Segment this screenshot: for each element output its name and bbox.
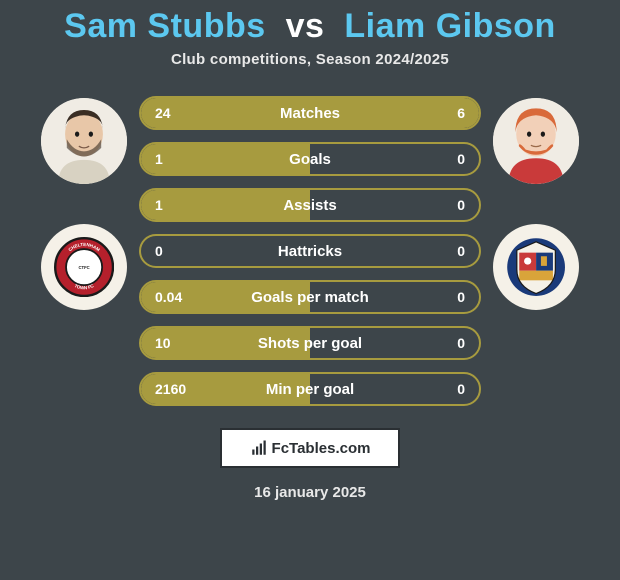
svg-text:CTFC: CTFC: [78, 265, 89, 270]
stat-row: 1 Assists 0: [139, 188, 481, 222]
player1-avatar: [41, 98, 127, 184]
stat-value-right: 0: [425, 335, 465, 351]
stat-label: Min per goal: [266, 381, 354, 398]
stat-label: Assists: [283, 197, 336, 214]
stat-label: Shots per goal: [258, 335, 362, 352]
stat-label: Goals per match: [251, 289, 369, 306]
stat-content: 0 Hattricks 0: [141, 236, 479, 266]
subtitle: Club competitions, Season 2024/2025: [171, 51, 449, 68]
right-side: [481, 88, 591, 310]
stat-content: 10 Shots per goal 0: [141, 328, 479, 358]
stat-value-left: 1: [155, 197, 195, 213]
stat-content: 1 Assists 0: [141, 190, 479, 220]
player2-name: Liam Gibson: [344, 7, 555, 45]
stat-row: 1 Goals 0: [139, 142, 481, 176]
stat-content: 2160 Min per goal 0: [141, 374, 479, 404]
stat-value-left: 1: [155, 151, 195, 167]
stat-value-left: 10: [155, 335, 195, 351]
stat-content: 1 Goals 0: [141, 144, 479, 174]
stat-row: 24 Matches 6: [139, 96, 481, 130]
stat-value-right: 0: [425, 243, 465, 259]
player1-name: Sam Stubbs: [64, 7, 265, 45]
stat-value-right: 0: [425, 151, 465, 167]
stat-value-right: 6: [425, 105, 465, 121]
stat-label: Hattricks: [278, 243, 342, 260]
stat-row: 2160 Min per goal 0: [139, 372, 481, 406]
stat-value-left: 0.04: [155, 289, 195, 305]
player2-crest: [493, 224, 579, 310]
player1-crest: CTFC CHELTENHAM TOWN FC: [41, 224, 127, 310]
main-content: CTFC CHELTENHAM TOWN FC 24 Matches 6 1 Goals…: [0, 88, 620, 406]
stat-content: 24 Matches 6: [141, 98, 479, 128]
player2-avatar: [493, 98, 579, 184]
stats-bars: 24Matches61Goals01Assists00Hattricks00.0…: [139, 88, 481, 406]
logo-text: FcTables.com: [272, 440, 371, 457]
vs-text: vs: [286, 7, 325, 45]
stat-value-right: 0: [425, 197, 465, 213]
fctables-logo[interactable]: FcTables.com: [220, 428, 400, 468]
stat-value-right: 0: [425, 381, 465, 397]
stat-content: 0.04 Goals per match 0: [141, 282, 479, 312]
stat-value-left: 0: [155, 243, 195, 259]
stat-row: 10 Shots per goal 0: [139, 326, 481, 360]
stat-row: 0.04 Goals per match 0: [139, 280, 481, 314]
stat-row: 0 Hattricks 0: [139, 234, 481, 268]
chart-icon: [250, 439, 268, 457]
stat-value-left: 2160: [155, 381, 195, 397]
stat-label: Goals: [289, 151, 331, 168]
stat-value-left: 24: [155, 105, 195, 121]
stat-label: Matches: [280, 105, 340, 122]
stat-value-right: 0: [425, 289, 465, 305]
left-side: CTFC CHELTENHAM TOWN FC: [29, 88, 139, 310]
date-text: 16 january 2025: [254, 484, 366, 501]
comparison-title: Sam Stubbs vs Liam Gibson: [64, 8, 556, 45]
